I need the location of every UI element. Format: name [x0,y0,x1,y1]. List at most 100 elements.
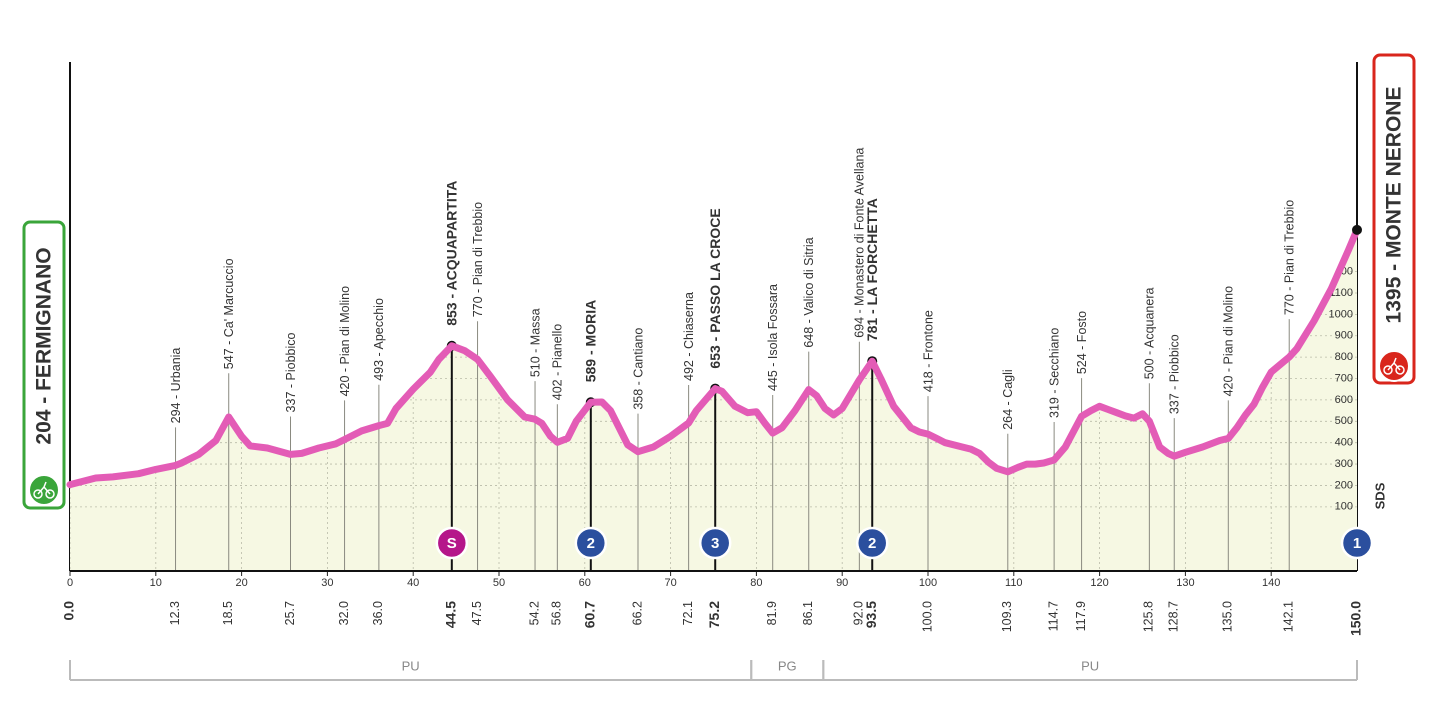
region-label: PG [778,658,797,673]
finish-icon [1378,350,1410,382]
start-icon-wheel [33,489,43,499]
y-tick-label: 700 [1335,372,1353,384]
y-tick-label: 200 [1335,479,1353,491]
waypoint-label: 547 - Ca' Marcuccio [222,258,236,369]
x-tick-label: 20 [235,577,247,589]
climb-icon [1340,526,1374,560]
finish-km-label: 150.0 [1348,601,1364,636]
km-label: 93.5 [863,601,879,628]
x-tick-label: 120 [1090,577,1108,589]
y-tick-label: 1000 [1329,308,1353,320]
climb-category: 3 [711,535,719,552]
waypoint-label: 770 - Pian di Trebbio [471,202,485,317]
x-tick-label: 30 [321,577,333,589]
km-label: 25.7 [283,601,297,625]
waypoint-label: 294 - Urbania [169,348,183,424]
summit-label: 589 - MORIA [583,300,599,382]
km-label: 117.9 [1074,601,1088,631]
finish-label: 1395 - MONTE NERONE [1383,87,1406,324]
climb-icon [435,526,469,560]
y-tick-label: 900 [1335,330,1353,342]
summit-label: 853 - ACQUAPARTITA [444,181,460,326]
waypoint-label: 402 - Pianello [551,324,565,400]
waypoint-label: 500 - Acquanera [1143,288,1157,380]
km-label: 12.3 [168,601,182,625]
logo: SDS [1372,482,1387,509]
km-label: 86.1 [801,601,815,625]
x-tick-label: 130 [1176,577,1194,589]
x-tick-label: 80 [750,577,762,589]
x-tick-label: 110 [1005,577,1023,589]
x-tick-label: 140 [1262,577,1280,589]
km-label: 60.7 [582,601,598,628]
climb-icon [574,526,608,560]
km-label: 75.2 [706,601,722,628]
waypoint-label: 694 - Monastero di Fonte Avellana [853,148,867,338]
start-label: 204 - FERMIGNANO [33,247,56,444]
km-label: 135.0 [1221,601,1235,632]
summit-label: 781 - LA FORCHETTA [864,198,880,341]
waypoint-label: 493 - Apecchio [372,298,386,381]
km-label: 92.0 [852,601,866,625]
start-icon-rider [37,481,51,495]
km-label: 81.9 [765,601,779,625]
start-icon-wheel [45,489,55,499]
waypoint-label: 337 - Piobbico [284,332,298,412]
km-label: 114.7 [1046,601,1060,631]
finish-icon-rider [1387,357,1401,371]
waypoint-label: 492 - Chiaserna [682,292,696,381]
waypoint-label: 337 - Piobbico [1168,334,1182,414]
x-tick-label: 70 [664,577,676,589]
finish-icon-wheel [1395,365,1405,375]
climb-icon [698,526,732,560]
y-tick-label: 400 [1335,437,1353,449]
y-tick-label: 300 [1335,458,1353,470]
km-label: 100.0 [920,601,934,632]
y-tick-label: 1100 [1329,287,1353,299]
km-label: 109.3 [1000,601,1014,632]
km-label: 66.2 [630,601,644,625]
km-label: 125.8 [1142,601,1156,632]
finish-box [1372,53,1416,385]
start-box [22,220,66,510]
waypoint-label: 420 - Pian di Molino [338,286,352,397]
km-label: 142.1 [1282,601,1296,632]
climb-category: S [447,535,457,552]
x-tick-label: 100 [919,577,937,589]
climb-icon [855,526,889,560]
km-label: 72.1 [681,601,695,625]
y-tick-label: 600 [1335,394,1353,406]
y-tick-label: 100 [1335,501,1353,513]
waypoint-label: 510 - Massa [528,308,542,377]
waypoint-label: 524 - Fosto [1075,311,1089,374]
waypoint-label: 420 - Pian di Molino [1222,286,1236,397]
waypoint-label: 418 - Frontone [921,310,935,392]
waypoint-label: 770 - Pian di Trebbio [1283,200,1297,315]
km-label: 44.5 [443,601,459,628]
x-tick-label: 50 [493,577,505,589]
waypoint-label: 358 - Cantiano [631,328,645,410]
waypoint-label: 264 - Cagli [1001,369,1015,429]
start-icon [28,474,60,506]
waypoint-label: 648 - Valico di Sitria [802,237,816,347]
waypoint-label: 319 - Secchiano [1047,328,1061,418]
x-tick-label: 90 [836,577,848,589]
km-label: 128.7 [1167,601,1181,632]
climb-category: 2 [868,535,876,552]
km-label: 47.5 [470,601,484,625]
summit-label: 653 - PASSO LA CROCE [707,208,723,368]
x-tick-label: 10 [150,577,162,589]
y-tick-label: 500 [1335,415,1353,427]
waypoint-label: 445 - Isola Fossara [766,284,780,391]
region-label: PU [402,658,420,673]
km-label: 36.0 [371,601,385,625]
km-label: 54.2 [527,601,541,625]
start-km-label: 0.0 [61,601,77,621]
finish-icon-wheel [1383,365,1393,375]
finish-dot [1352,224,1362,235]
km-label: 18.5 [221,601,235,625]
km-label: 32.0 [337,601,351,625]
x-tick-label: 60 [579,577,591,589]
